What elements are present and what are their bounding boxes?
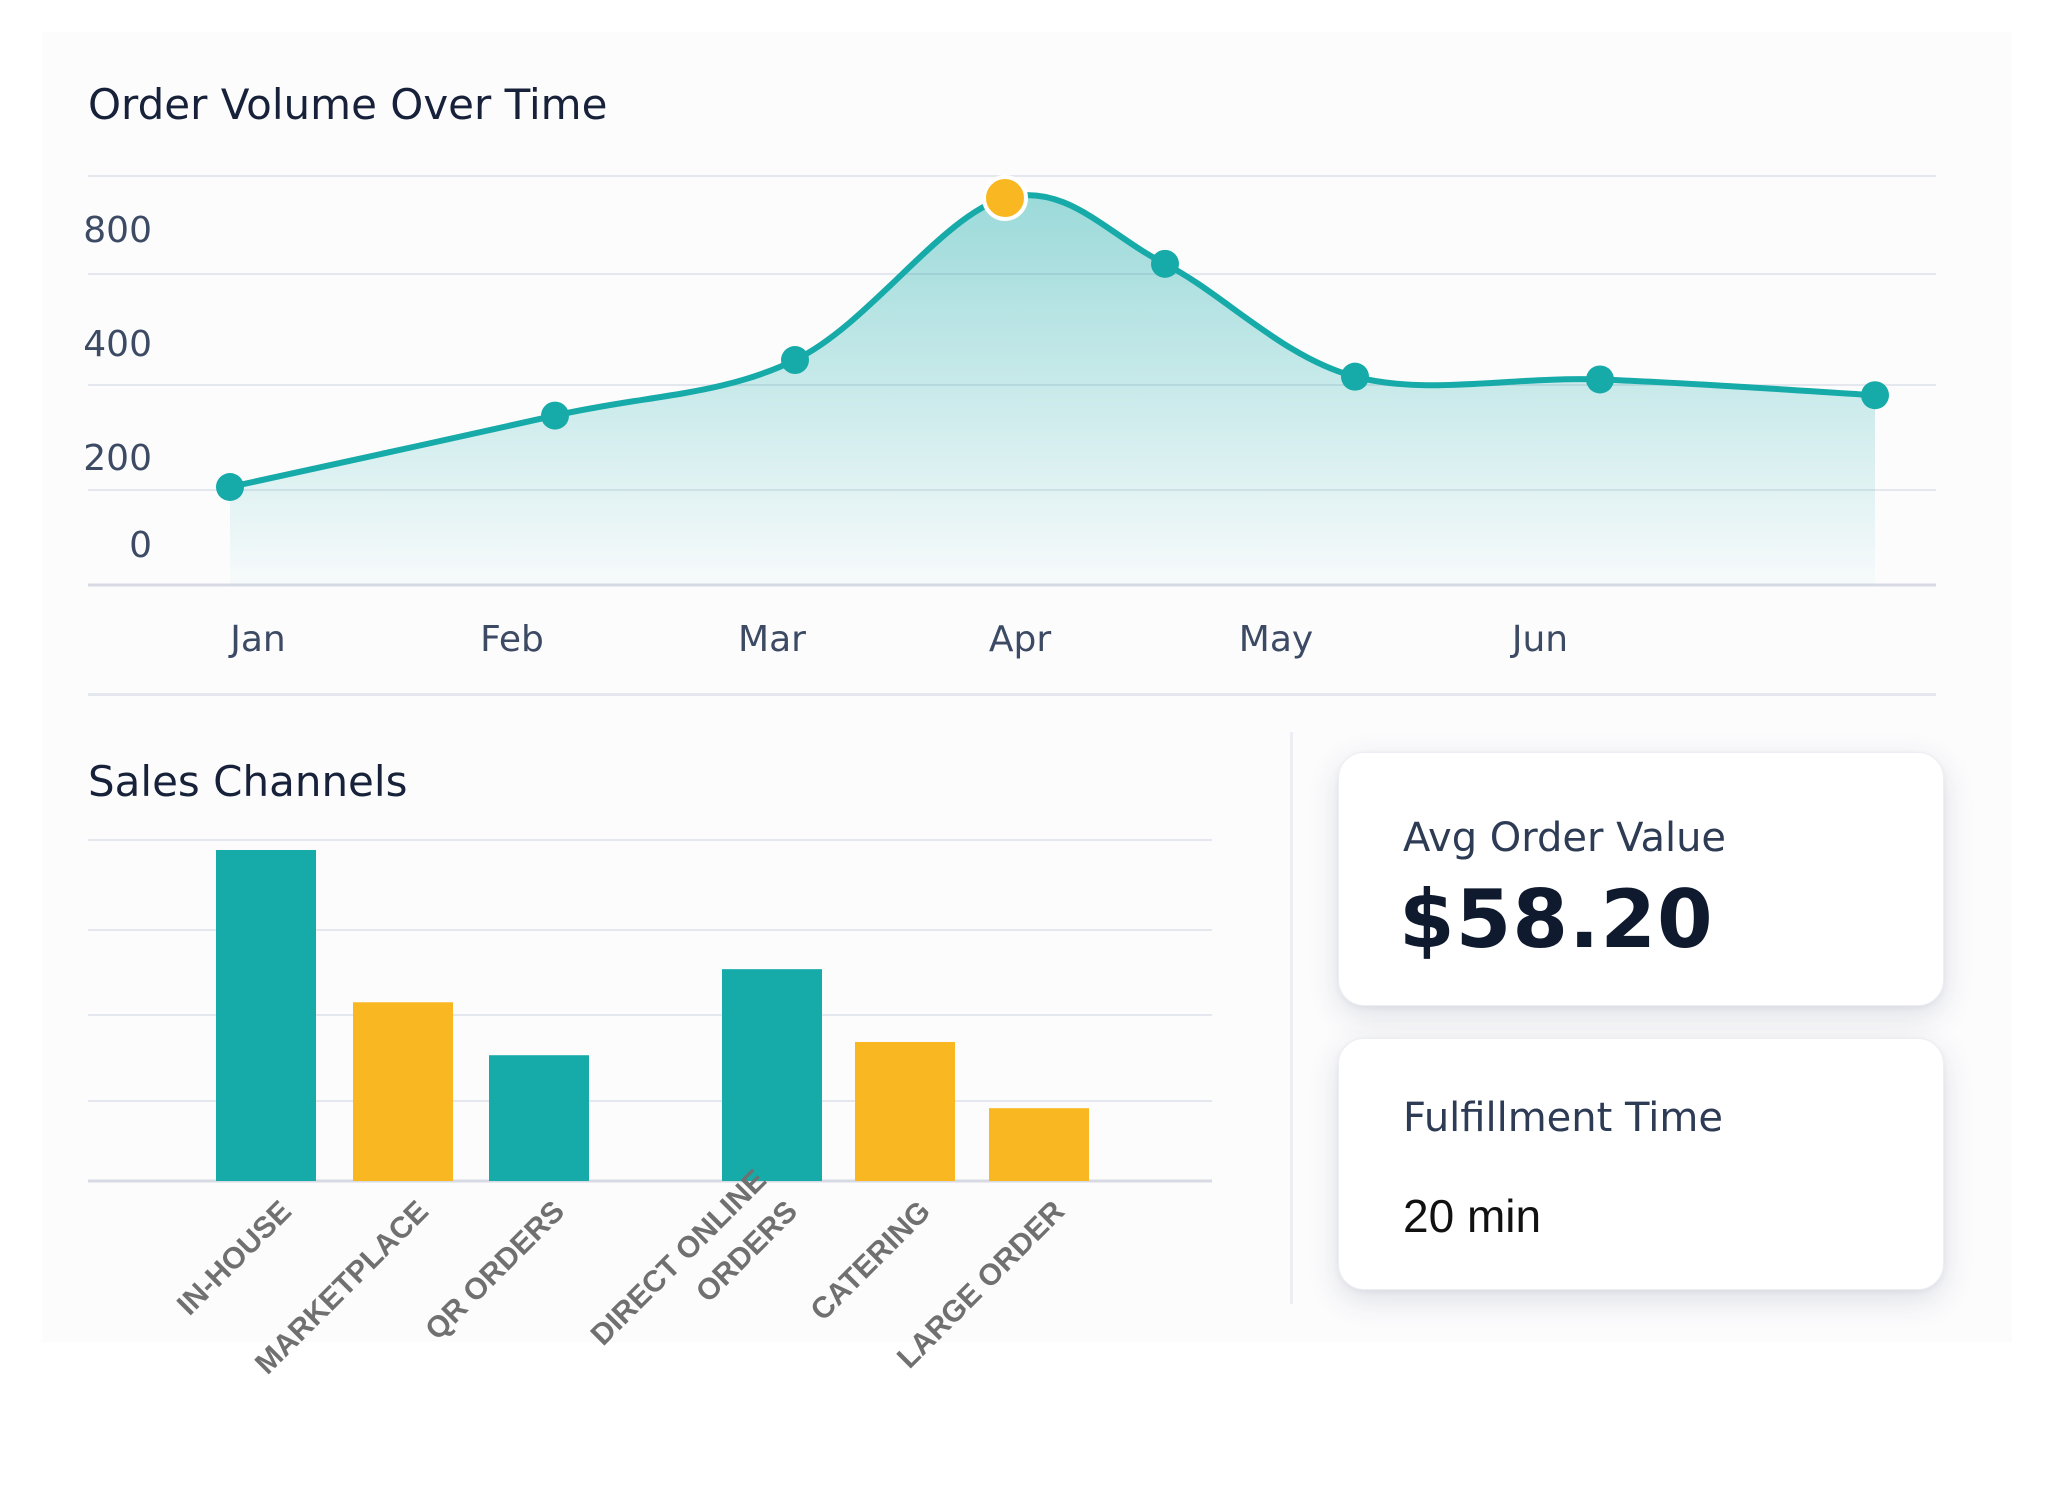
data-point [541,401,569,430]
avg-order-value-card: Avg Order Value $58.20 [1338,752,1944,1006]
y-tick-label: 400 [83,324,152,365]
x-tick-label: Jan [228,619,286,660]
fulfillment-time-card: Fulfillment Time 20 min [1338,1038,1944,1290]
data-point [781,346,809,375]
area-fill [230,195,1875,585]
section-divider [88,693,1936,696]
y-tick-label: 800 [83,210,152,251]
x-tick-label: Feb [480,619,544,660]
data-point [1861,381,1889,410]
x-tick-label: Jun [1510,619,1568,660]
x-tick-label: Mar [738,619,806,660]
line-chart-title: Order Volume Over Time [88,80,608,129]
y-tick-label: 200 [83,438,152,479]
data-point [216,473,244,501]
bar-chart-title: Sales Channels [88,757,408,806]
avg-order-value: $58.20 [1399,873,1714,966]
avg-order-value-label: Avg Order Value [1403,815,1727,861]
peak-point [982,175,1028,221]
data-point [1586,365,1614,394]
column-divider [1290,732,1293,1304]
data-point [1341,362,1369,391]
order-volume-chart: 0 200 400 800 Jan Feb Mar Apr May Jun [83,175,1936,660]
y-tick-label: 0 [129,525,152,566]
x-tick-label: May [1239,619,1313,660]
fulfillment-time-label: Fulfillment Time [1403,1095,1723,1141]
fulfillment-time-value: 20 min [1403,1190,1542,1242]
data-point [1151,249,1179,278]
x-tick-label: Apr [989,619,1051,660]
